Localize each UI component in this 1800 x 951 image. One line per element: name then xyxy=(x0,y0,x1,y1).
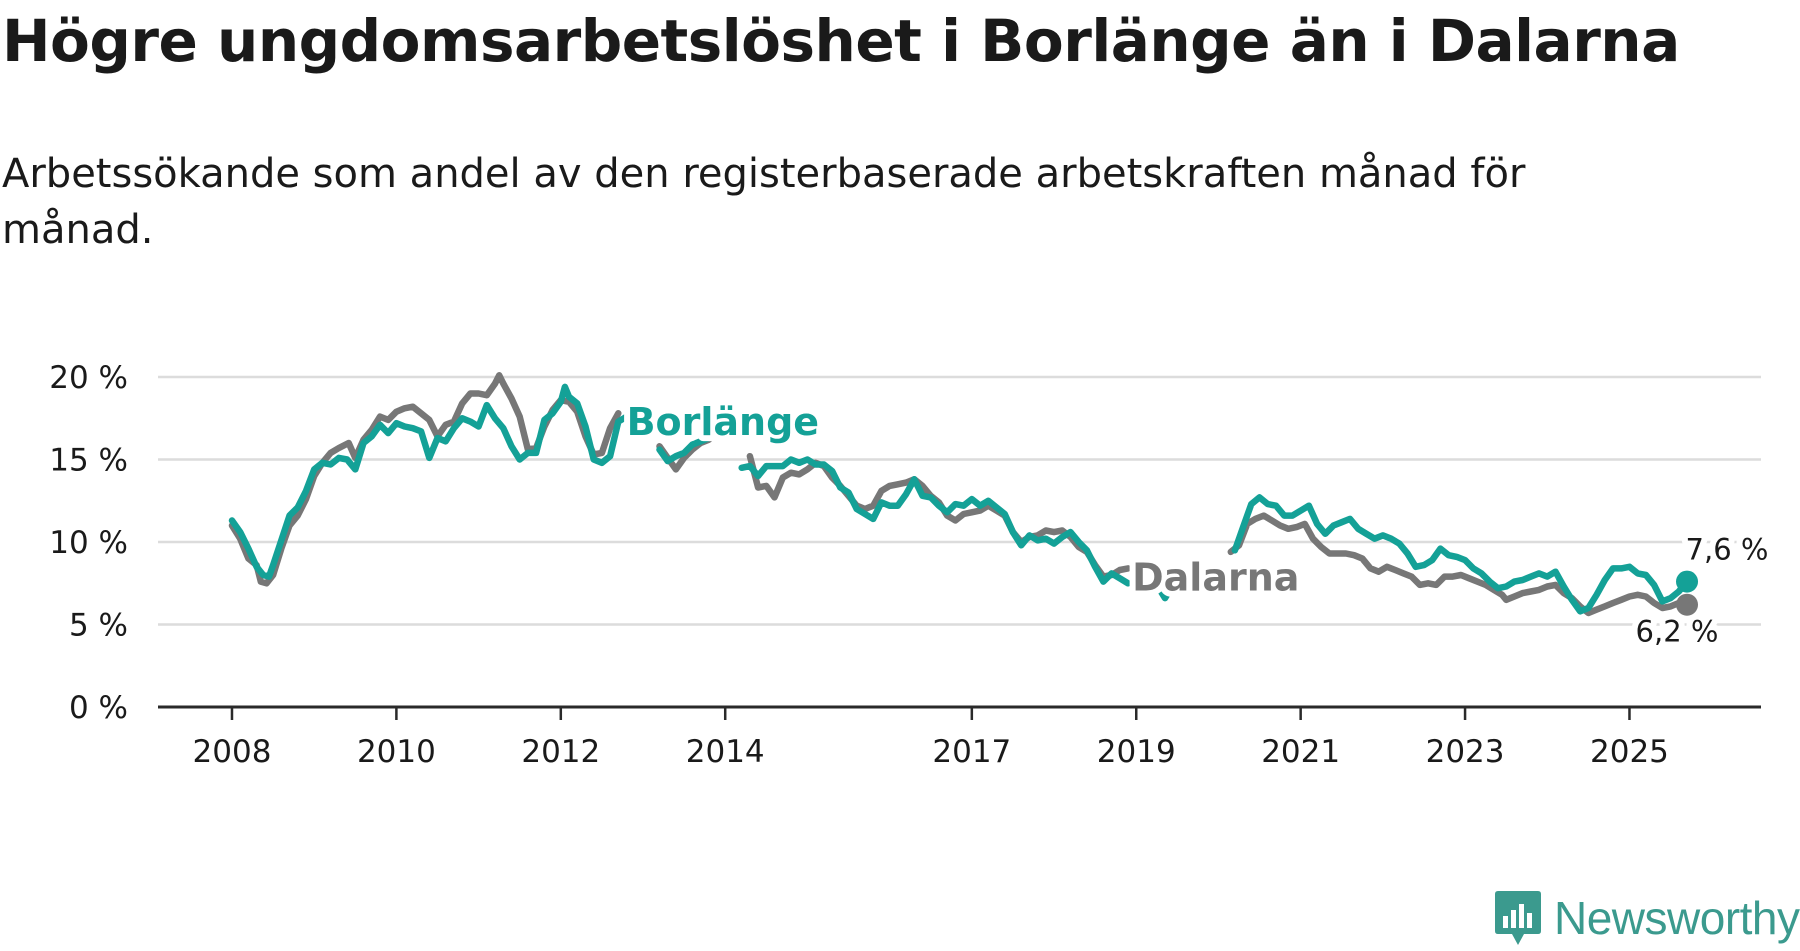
y-tick-label: 15 % xyxy=(49,443,128,479)
series-label-dalarna-halo: Dalarna xyxy=(1132,556,1299,600)
series-label-borlange: Borlänge xyxy=(627,400,820,444)
gridlines xyxy=(158,375,1761,626)
chart-subtitle: Arbetssökande som andel av den registerb… xyxy=(2,151,1526,253)
end-label-dalarna: 6,2 % xyxy=(1636,615,1719,649)
end-point-borlange xyxy=(1676,570,1699,593)
end-point-dalarna xyxy=(1676,593,1699,616)
end-label-dalarna-halo: 6,2 % xyxy=(1636,615,1719,649)
y-tick-label: 10 % xyxy=(49,525,128,561)
series-label-borlange-halo: Borlänge xyxy=(627,400,820,444)
x-tick-label: 2019 xyxy=(1097,734,1176,770)
end-label-borlange: 7,6 % xyxy=(1686,533,1769,567)
x-tick-label: 2023 xyxy=(1426,734,1505,770)
x-tick-label: 2008 xyxy=(193,734,272,770)
x-tick-label: 2025 xyxy=(1590,734,1669,770)
end-label-borlange-halo: 7,6 % xyxy=(1686,533,1769,567)
series-line-borlange xyxy=(228,383,1691,615)
x-tick-label: 2014 xyxy=(686,734,765,770)
line-chart: 0 % 5 % 10 % 15 % 20 % 2008 2010 2012 2014 2017 20… xyxy=(49,360,1775,770)
y-tick-label: 20 % xyxy=(49,360,128,396)
axes: 0 % 5 % 10 % 15 % 20 % 2008 2010 2012 2014 2017 20… xyxy=(49,360,1761,770)
newsworthy-logo: Newsworthy xyxy=(1494,885,1800,951)
chart-title: Högre ungdomsarbetslöshet i Borlänge än … xyxy=(2,7,1680,75)
y-tick-label: 0 % xyxy=(69,690,128,726)
y-tick-label: 5 % xyxy=(69,608,128,644)
x-tick-label: 2012 xyxy=(521,734,600,770)
series-line-dalarna xyxy=(228,372,1691,617)
series-label-dalarna: Dalarna xyxy=(1132,556,1299,600)
x-tick-label: 2021 xyxy=(1261,734,1340,770)
x-tick-label: 2010 xyxy=(357,734,436,770)
newsworthy-wordmark: Newsworthy xyxy=(1554,892,1800,944)
series-lines xyxy=(228,372,1699,617)
x-tick-label: 2017 xyxy=(932,734,1011,770)
newsworthy-bar-chart-icon xyxy=(1495,891,1541,945)
